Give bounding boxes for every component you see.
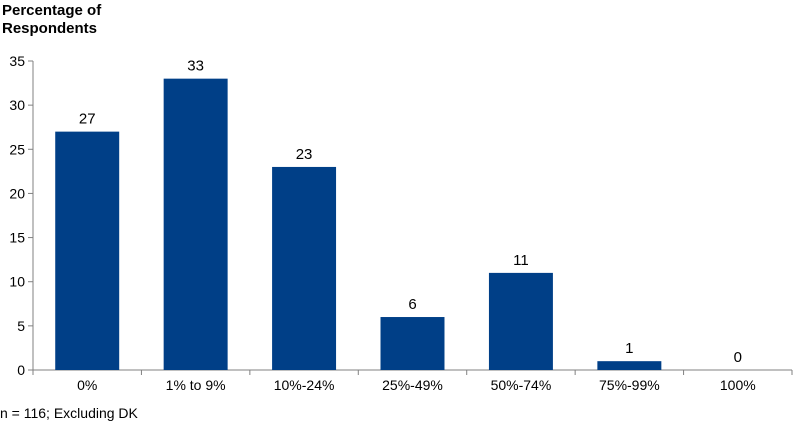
sample-size-note: n = 116; Excluding DK (0, 405, 138, 421)
y-tick-label: 15 (9, 230, 25, 246)
bar (488, 272, 553, 370)
data-label: 1 (625, 340, 633, 357)
bar (380, 317, 445, 370)
x-tick-label: 25%-49% (382, 377, 443, 393)
y-tick-label: 10 (9, 274, 25, 290)
y-tick-label: 5 (17, 318, 25, 334)
data-label: 6 (408, 296, 416, 313)
x-tick-label: 10%-24% (274, 377, 335, 393)
y-tick-label: 35 (9, 53, 25, 69)
bar (597, 361, 662, 370)
data-label: 27 (79, 111, 96, 128)
data-label: 0 (734, 349, 742, 366)
bar (55, 131, 120, 370)
data-label: 11 (513, 252, 529, 269)
y-tick-label: 0 (17, 362, 25, 378)
bar (272, 166, 337, 370)
x-tick-label: 75%-99% (599, 377, 660, 393)
bar (163, 78, 228, 371)
x-tick-label: 1% to 9% (166, 377, 226, 393)
data-label: 33 (187, 58, 204, 75)
x-tick-label: 100% (720, 377, 756, 393)
data-label: 23 (296, 146, 313, 163)
x-tick-label: 0% (77, 377, 97, 393)
y-axis-title: Percentage of Respondents (2, 2, 102, 37)
y-tick-label: 25 (9, 141, 25, 157)
y-tick-label: 20 (9, 185, 25, 201)
x-tick-label: 50%-74% (491, 377, 552, 393)
y-tick-label: 30 (9, 97, 25, 113)
